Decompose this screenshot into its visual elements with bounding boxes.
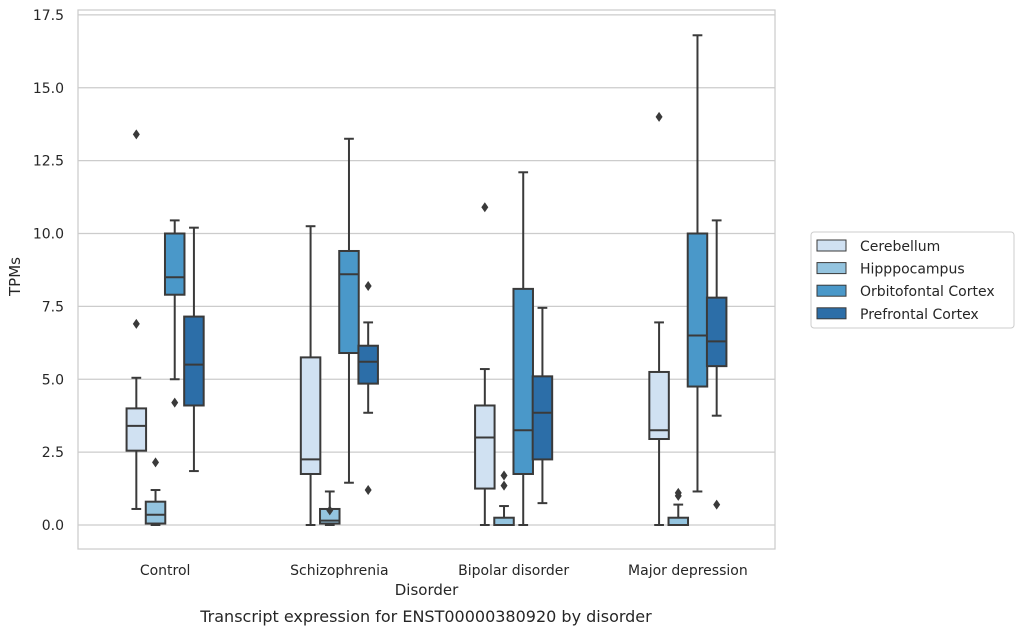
box-body bbox=[183, 315, 205, 407]
y-tick-label: 0.0 bbox=[42, 518, 64, 534]
box-body bbox=[144, 500, 167, 525]
legend-label: Prefrontal Cortex bbox=[860, 307, 979, 323]
legend-swatch bbox=[816, 262, 847, 275]
outlier-point bbox=[171, 397, 179, 408]
box-body bbox=[474, 404, 496, 490]
x-axis-ticks: Control Schizophrenia Bipolar disorder Majo… bbox=[140, 563, 748, 579]
box-body bbox=[125, 407, 148, 452]
y-tick-label: 10.0 bbox=[33, 227, 64, 243]
y-tick-label: 2.5 bbox=[42, 445, 64, 461]
box-body bbox=[512, 287, 534, 475]
box bbox=[319, 490, 341, 526]
series-hipppocampus bbox=[144, 457, 690, 527]
box bbox=[183, 226, 205, 473]
box-body bbox=[357, 344, 379, 385]
legend-item: Cerebellum bbox=[816, 239, 940, 255]
legend: Cerebellum Hipppocampus Orbitofontal Corte… bbox=[810, 231, 1015, 329]
series-cerebellum bbox=[125, 111, 670, 526]
box-body bbox=[338, 249, 360, 355]
outlier-point bbox=[364, 280, 372, 291]
y-axis-ticks: 0.0 2.5 5.0 7.5 10.0 12.5 15.0 17.5 bbox=[33, 8, 64, 534]
outlier-point bbox=[132, 129, 140, 140]
outlier-point bbox=[364, 485, 372, 496]
y-tick-label: 7.5 bbox=[42, 299, 64, 315]
box bbox=[667, 487, 690, 527]
x-tick-label: Bipolar disorder bbox=[458, 563, 569, 579]
outlier-point bbox=[674, 487, 682, 498]
outlier-point bbox=[713, 499, 721, 510]
legend-label: Hipppocampus bbox=[860, 262, 965, 278]
legend-swatch bbox=[816, 307, 847, 320]
box-body bbox=[705, 296, 728, 368]
outlier-point bbox=[152, 457, 160, 468]
legend-item: Prefrontal Cortex bbox=[816, 307, 979, 323]
box-body bbox=[163, 232, 186, 296]
box bbox=[163, 219, 186, 408]
outlier-point bbox=[326, 505, 334, 516]
box bbox=[648, 111, 670, 526]
box-body bbox=[667, 516, 690, 527]
y-axis-label: TPMs bbox=[6, 257, 24, 297]
box bbox=[705, 219, 728, 510]
box bbox=[512, 171, 534, 526]
box bbox=[686, 34, 709, 493]
box bbox=[493, 470, 515, 527]
legend-swatch bbox=[816, 284, 847, 297]
outlier-point bbox=[500, 480, 508, 491]
legend-item: Orbitofontal Cortex bbox=[816, 284, 995, 300]
box bbox=[299, 225, 322, 526]
legend-frame bbox=[810, 231, 1015, 329]
outlier-point bbox=[655, 111, 663, 122]
box bbox=[144, 457, 167, 526]
box bbox=[357, 280, 379, 496]
y-tick-label: 17.5 bbox=[33, 8, 64, 24]
y-tick-label: 12.5 bbox=[33, 154, 64, 170]
outlier-point bbox=[500, 470, 508, 481]
box bbox=[338, 137, 360, 484]
x-axis-label: Disorder bbox=[395, 581, 459, 599]
box-body bbox=[686, 232, 709, 388]
box bbox=[474, 202, 496, 526]
x-tick-label: Schizophrenia bbox=[290, 563, 388, 579]
x-tick-label: Major depression bbox=[628, 563, 748, 579]
box-series bbox=[125, 34, 728, 527]
outlier-point bbox=[481, 202, 489, 213]
plot-area-frame bbox=[77, 9, 776, 550]
box-body bbox=[531, 375, 554, 461]
y-tick-label: 5.0 bbox=[42, 372, 64, 388]
box-body bbox=[493, 516, 515, 527]
x-tick-label: Control bbox=[140, 563, 191, 579]
box-body bbox=[648, 370, 670, 441]
box-body bbox=[299, 356, 322, 475]
outlier-point bbox=[132, 318, 140, 329]
y-tick-label: 15.0 bbox=[33, 81, 64, 97]
legend-label: Cerebellum bbox=[860, 239, 940, 255]
box bbox=[531, 306, 554, 505]
series-prefrontal-cortex bbox=[183, 219, 728, 510]
box bbox=[125, 129, 148, 510]
legend-swatch bbox=[816, 239, 847, 252]
series-orbitofontal-cortex bbox=[163, 34, 709, 526]
legend-label: Orbitofontal Cortex bbox=[860, 284, 995, 300]
legend-item: Hipppocampus bbox=[816, 262, 965, 278]
chart-caption: Transcript expression for ENST0000038092… bbox=[199, 607, 652, 626]
